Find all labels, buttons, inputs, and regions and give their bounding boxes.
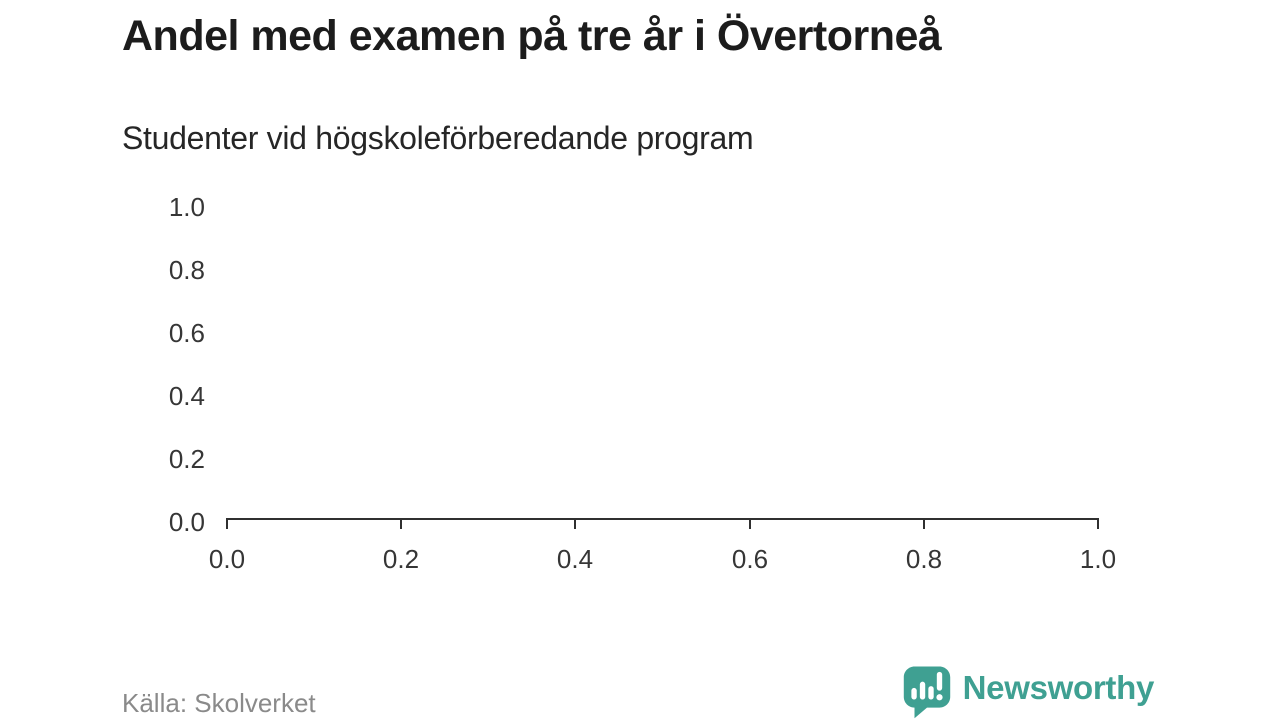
y-tick-label: 0.6 xyxy=(168,318,205,348)
bar-chart-speech-bubble-icon xyxy=(903,666,950,719)
x-tick-mark xyxy=(923,518,925,529)
y-tick-label: 0.4 xyxy=(168,381,205,411)
x-tick-mark xyxy=(400,518,402,529)
y-tick-label: 0.2 xyxy=(168,444,205,474)
x-tick-label: 0.8 xyxy=(905,544,943,574)
x-tick-mark xyxy=(749,518,751,529)
y-tick-label: 1.0 xyxy=(168,192,205,222)
x-tick-label: 0.2 xyxy=(382,544,420,574)
x-tick-label: 0.4 xyxy=(556,544,594,574)
x-tick-label: 0.6 xyxy=(731,544,769,574)
x-tick-mark xyxy=(574,518,576,529)
y-tick-label: 0.8 xyxy=(168,255,205,285)
x-tick-label: 1.0 xyxy=(1079,544,1117,574)
chart-title: Andel med examen på tre år i Övertorneå xyxy=(122,12,942,60)
x-axis-line xyxy=(226,518,1099,520)
y-tick-label: 0.0 xyxy=(168,507,205,537)
x-tick-label: 0.0 xyxy=(208,544,246,574)
brand-name: Newsworthy xyxy=(962,668,1155,706)
source-text: Källa: Skolverket xyxy=(122,688,316,718)
x-tick-mark xyxy=(1097,518,1099,529)
x-tick-mark xyxy=(226,518,228,529)
chart-subtitle: Studenter vid högskoleförberedande progr… xyxy=(122,120,754,156)
brand-logo: Newsworthy xyxy=(902,663,1154,720)
